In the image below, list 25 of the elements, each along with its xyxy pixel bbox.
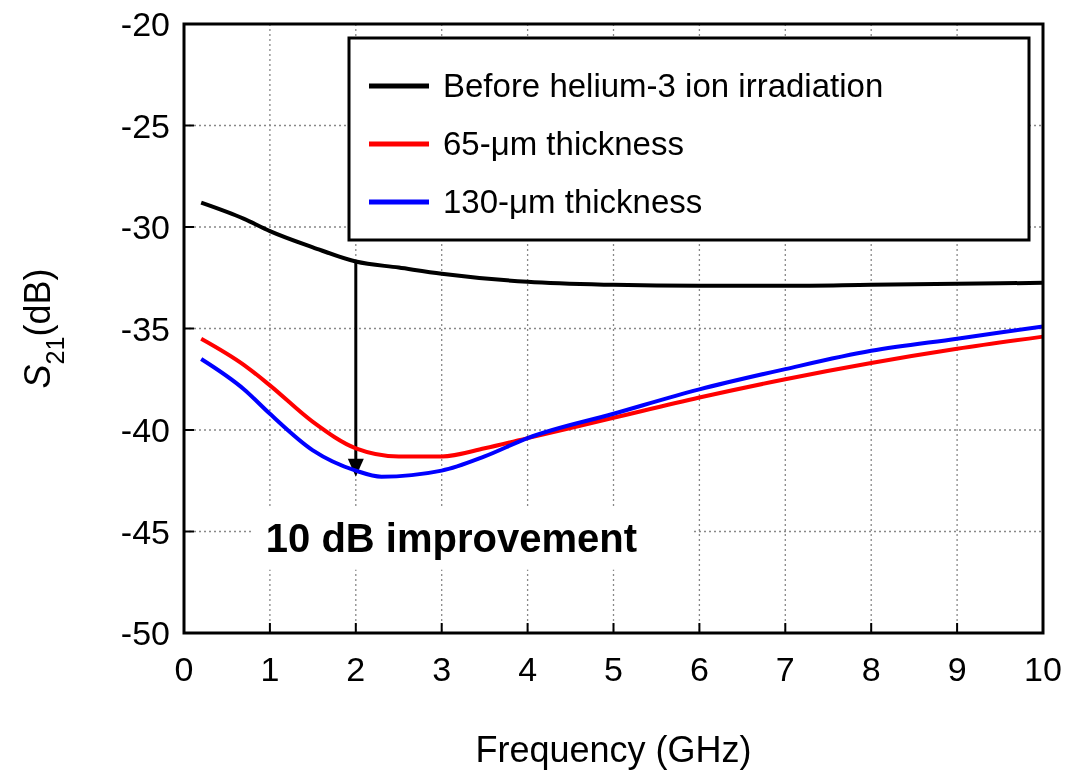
- legend-label: 65-μm thickness: [443, 125, 684, 162]
- line-series: [199, 334, 1045, 459]
- x-tick-label: 10: [1024, 650, 1062, 688]
- x-tick-label: 6: [689, 650, 709, 688]
- x-tick-label: 4: [518, 650, 538, 688]
- y-tick-label: -20: [120, 5, 170, 43]
- y-tick-label: -50: [120, 614, 170, 652]
- y-tick-label: -35: [120, 309, 170, 348]
- legend-label: Before helium-3 ion irradiation: [443, 67, 884, 104]
- x-tick-label: 1: [260, 650, 280, 688]
- x-axis-title: Frequency (GHz): [475, 729, 752, 770]
- y-tick-label: -45: [120, 512, 170, 551]
- y-tick-label: -30: [120, 208, 170, 246]
- y-tick-label: -25: [120, 106, 170, 145]
- y-tick-label: -40: [120, 411, 170, 449]
- x-tick-label: 3: [432, 650, 452, 688]
- x-tick-label: 5: [604, 650, 623, 688]
- x-tick-label: 8: [861, 650, 881, 688]
- legend-label: 130-μm thickness: [443, 183, 703, 220]
- x-tick-label: 0: [174, 650, 194, 688]
- x-tick-label: 9: [947, 650, 967, 688]
- x-tick-label: 2: [346, 650, 366, 688]
- annotation: 10 dB improvement: [265, 515, 638, 560]
- x-tick-label: 7: [775, 650, 795, 688]
- line-series: [199, 324, 1045, 479]
